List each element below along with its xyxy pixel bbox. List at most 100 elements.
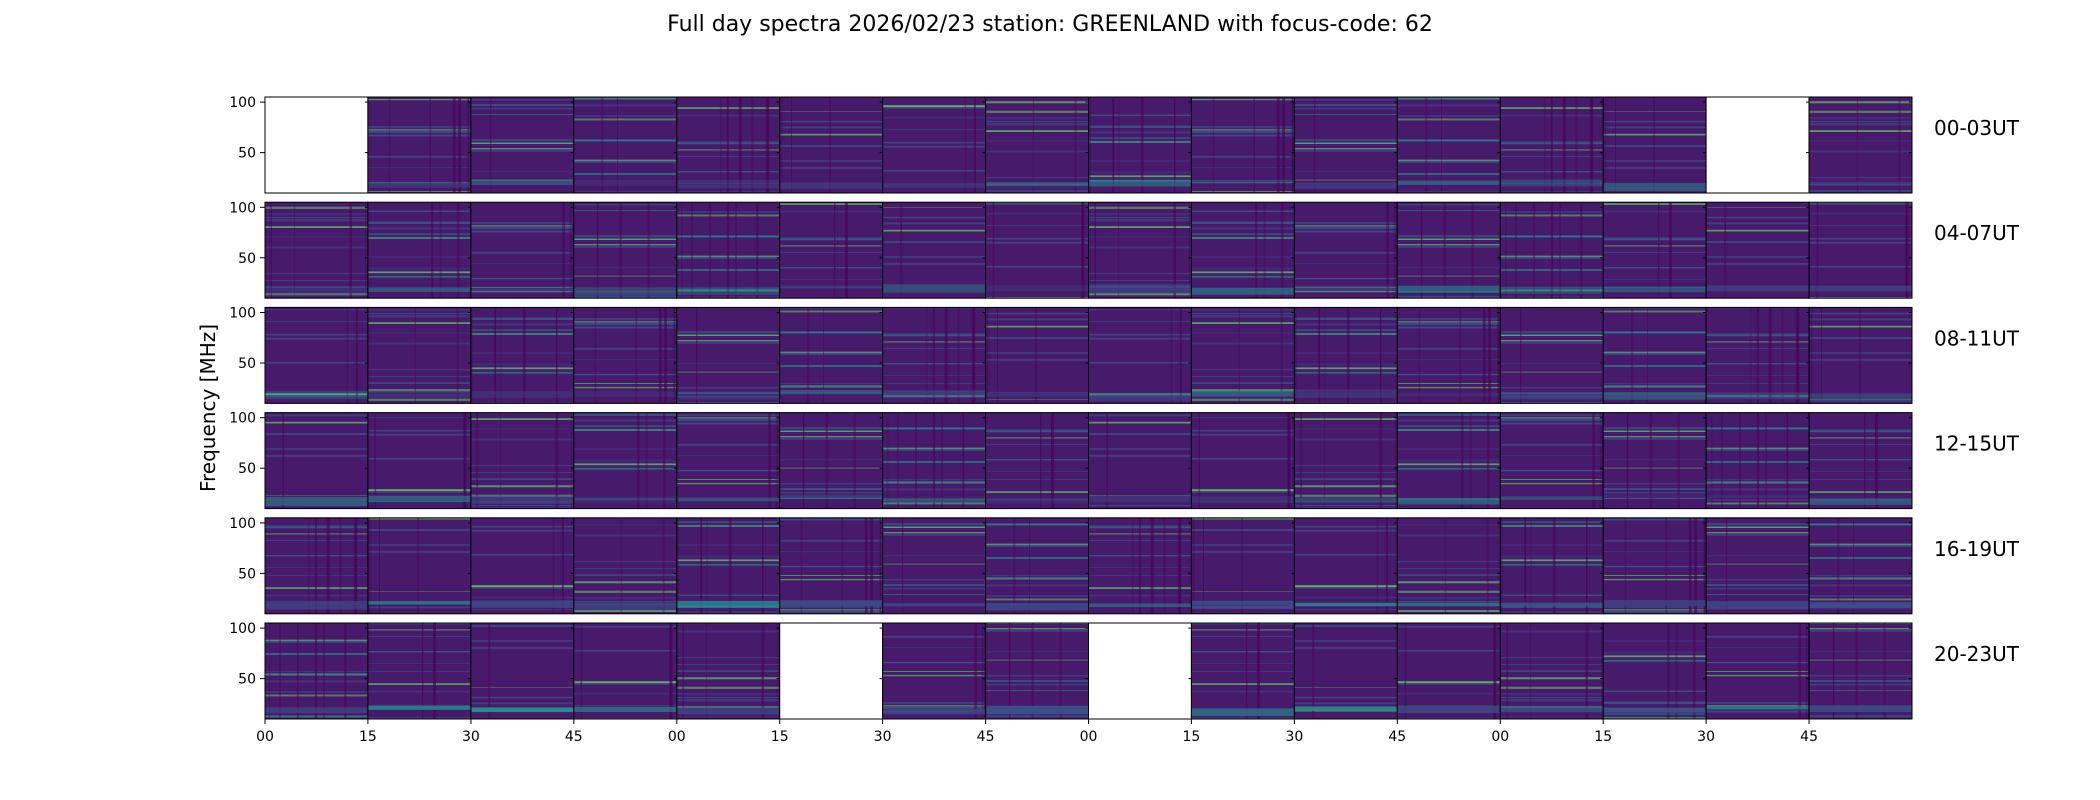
y-tick-label: 50 — [238, 672, 256, 688]
y-tick-label: 100 — [229, 200, 256, 216]
spectrum-panel — [676, 307, 780, 404]
spectrum-panel — [1500, 623, 1604, 719]
row-time-label: 00-03UT — [1934, 116, 2020, 140]
spectrum-panel — [265, 202, 368, 299]
spectrum-panel — [265, 307, 368, 404]
spectrum-panel — [470, 202, 574, 299]
y-tick-label: 50 — [238, 461, 256, 477]
spectra-row: 50 100 20-23UT — [229, 621, 2020, 720]
y-tick-label: 100 — [229, 306, 256, 322]
x-tick-label: 00 — [1491, 729, 1509, 745]
row-time-label: 20-23UT — [1934, 642, 2020, 666]
spectrum-panel — [1294, 623, 1398, 719]
chart-title: Full day spectra 2026/02/23 station: GRE… — [667, 12, 1433, 37]
y-tick-label: 50 — [238, 356, 256, 372]
spectra-row: 50 100 12-15UT — [229, 411, 2020, 510]
x-tick-label: 45 — [1388, 729, 1406, 745]
spectrum-panel — [1191, 517, 1295, 614]
row-time-label: 12-15UT — [1934, 432, 2020, 456]
spectrum-panel — [1809, 623, 1912, 719]
y-tick-label: 100 — [229, 516, 256, 532]
spectrum-panel — [1706, 412, 1809, 509]
spectra-row: 50 100 00-03UT — [229, 95, 2020, 194]
spectrum-panel — [779, 517, 883, 614]
spectrum-panel — [367, 97, 471, 193]
spectrum-panel — [573, 307, 677, 404]
y-tick-label: 100 — [229, 621, 256, 637]
spectrum-panel — [1603, 412, 1707, 509]
spectrum-panel — [1191, 97, 1295, 193]
spectrum-panel — [1088, 307, 1192, 404]
spectrum-panel — [1809, 97, 1912, 193]
spectrum-panel — [1397, 623, 1501, 719]
spectrum-panel — [1088, 517, 1192, 614]
spectrum-panel — [882, 202, 986, 299]
spectrum-panel — [367, 202, 471, 299]
spectra-row: 50 100 08-11UT — [229, 306, 2020, 404]
spectrum-panel — [1191, 623, 1295, 719]
spectrum-panel — [367, 307, 471, 404]
y-axis-label: Frequency [MHz] — [196, 324, 220, 492]
spectrum-panel — [367, 623, 471, 719]
spectrum-panel — [1603, 97, 1707, 193]
x-tick-label: 30 — [874, 729, 892, 745]
row-time-label: 16-19UT — [1934, 537, 2020, 561]
row-time-label: 08-11UT — [1934, 326, 2020, 350]
spectrum-panel — [1706, 517, 1809, 614]
spectrum-panel — [985, 517, 1089, 614]
spectrum-panel — [882, 623, 986, 719]
spectrum-panel — [985, 97, 1089, 193]
spectrum-panel — [779, 307, 883, 404]
spectrum-panel — [1397, 97, 1501, 193]
spectrum-panel — [779, 202, 883, 299]
spectrum-panel — [470, 97, 574, 193]
spectrum-panel — [1088, 97, 1192, 193]
x-tick-label: 15 — [359, 729, 377, 745]
x-tick-label: 30 — [1285, 729, 1303, 745]
spectrum-panel — [1397, 517, 1501, 614]
x-tick-label: 45 — [977, 729, 995, 745]
x-tick-label: 15 — [1594, 729, 1612, 745]
spectrum-panel — [1088, 202, 1192, 299]
spectrum-panel — [573, 623, 677, 719]
spectrum-panel — [1397, 307, 1501, 404]
spectrum-panel — [985, 307, 1089, 404]
x-tick-label: 30 — [1697, 729, 1715, 745]
spectrum-panel — [1603, 307, 1707, 404]
spectrum-panel — [1706, 307, 1809, 404]
spectrum-panel — [1706, 623, 1809, 719]
x-tick-label: 00 — [1080, 729, 1098, 745]
spectrum-panel — [779, 97, 883, 193]
spectrum-panel — [1294, 307, 1398, 404]
row-time-label: 04-07UT — [1934, 221, 2020, 245]
spectrum-panel — [1088, 412, 1192, 509]
x-tick-label: 15 — [771, 729, 789, 745]
spectrum-panel — [1809, 412, 1912, 509]
spectrum-panel — [573, 412, 677, 509]
spectrum-panel-missing — [779, 623, 883, 719]
spectrum-panel — [1191, 307, 1295, 404]
spectrum-panel — [676, 517, 780, 614]
spectrum-panel — [1809, 307, 1912, 404]
spectrum-panel — [1294, 412, 1398, 509]
y-tick-label: 50 — [238, 251, 256, 267]
spectrum-panel — [470, 307, 574, 404]
spectrum-panel — [1397, 202, 1501, 299]
spectrum-panel — [985, 623, 1089, 719]
spectrum-panel — [1706, 202, 1809, 299]
spectrum-panel — [573, 517, 677, 614]
spectrum-panel — [1603, 623, 1707, 719]
spectrum-panel-missing — [1706, 97, 1809, 193]
spectrum-panel — [1500, 307, 1604, 404]
spectrum-panel — [985, 412, 1089, 509]
spectrum-panel — [676, 97, 780, 193]
x-tick-label: 15 — [1182, 729, 1200, 745]
x-tick-label: 45 — [1800, 729, 1818, 745]
spectrum-panel — [985, 202, 1089, 299]
spectrum-panel — [1191, 412, 1295, 509]
spectrum-panel — [1500, 202, 1604, 299]
spectrum-panel-missing — [1088, 623, 1192, 719]
spectrum-panel — [470, 517, 574, 614]
y-tick-label: 50 — [238, 566, 256, 582]
